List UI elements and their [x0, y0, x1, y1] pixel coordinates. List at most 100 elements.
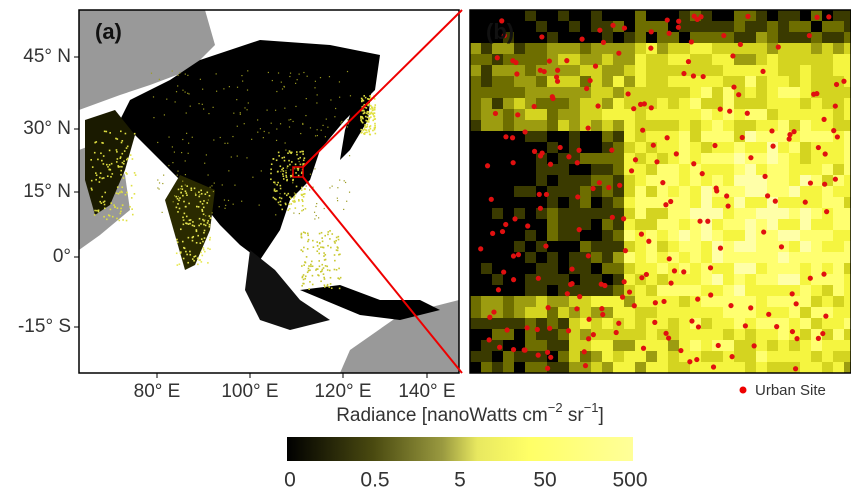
radiance-cell: [470, 153, 482, 165]
light-speck: [298, 200, 300, 202]
radiance-cell: [580, 197, 592, 209]
radiance-cell: [613, 373, 625, 385]
light-speck: [266, 109, 268, 111]
radiance-cell: [811, 208, 823, 220]
light-speck: [324, 253, 327, 256]
radiance-cell: [547, 21, 559, 33]
light-speck: [324, 258, 327, 261]
light-speck: [277, 72, 280, 74]
urban-site: [806, 32, 812, 39]
light-speck: [372, 129, 374, 132]
radiance-cell: [624, 219, 636, 231]
light-speck: [182, 194, 184, 197]
radiance-cell: [646, 54, 658, 66]
radiance-cell: [679, 307, 691, 319]
light-speck: [328, 286, 331, 288]
light-speck: [177, 203, 179, 205]
radiance-cell: [811, 318, 823, 330]
radiance-cell: [844, 21, 851, 33]
lat-tick-label: 45° N: [23, 46, 71, 67]
radiance-cell: [734, 142, 746, 154]
radiance-cell: [492, 274, 504, 286]
light-speck: [174, 101, 176, 103]
radiance-cell: [701, 373, 713, 385]
light-speck: [301, 199, 303, 201]
radiance-cell: [613, 10, 625, 22]
radiance-cell: [789, 241, 801, 253]
urban-site: [640, 127, 646, 133]
radiance-cell: [745, 252, 757, 264]
light-speck: [301, 186, 303, 189]
radiance-cell: [503, 153, 515, 165]
light-speck: [207, 262, 209, 264]
light-speck: [283, 192, 286, 195]
radiance-cell: [844, 65, 851, 77]
light-speck: [204, 224, 207, 227]
light-speck: [327, 244, 329, 247]
radiance-cell: [833, 307, 845, 319]
radiance-cell: [712, 142, 724, 154]
radiance-cell: [800, 241, 812, 253]
light-speck: [244, 107, 246, 109]
light-speck: [363, 95, 366, 97]
radiance-cell: [646, 76, 658, 88]
radiance-cell: [712, 153, 724, 165]
radiance-cell: [767, 164, 779, 176]
urban-site: [514, 71, 520, 77]
radiance-cell: [712, 21, 724, 33]
radiance-cell: [558, 263, 570, 275]
light-speck: [308, 265, 310, 267]
radiance-cell: [613, 219, 625, 231]
radiance-cell: [492, 373, 504, 385]
urban-site: [652, 300, 658, 306]
radiance-cell: [734, 274, 746, 286]
light-speck: [284, 107, 286, 109]
radiance-cell: [503, 10, 515, 22]
radiance-cell: [547, 252, 559, 264]
lat-tick-label: -15° S: [18, 316, 71, 337]
light-speck: [107, 166, 109, 168]
radiance-cell: [514, 32, 526, 44]
light-speck: [168, 136, 170, 138]
light-speck: [288, 203, 291, 205]
light-speck: [277, 151, 280, 154]
urban-site: [596, 180, 602, 186]
light-speck: [335, 239, 337, 242]
radiance-cell: [800, 285, 812, 297]
radiance-cell: [811, 65, 823, 77]
radiance-cell: [668, 340, 680, 352]
light-speck: [301, 265, 303, 267]
radiance-cell: [679, 54, 691, 66]
light-speck: [185, 215, 188, 218]
light-speck: [338, 287, 341, 290]
radiance-cell: [800, 120, 812, 132]
light-speck: [335, 236, 338, 239]
radiance-cell: [701, 153, 713, 165]
radiance-cell: [547, 32, 559, 44]
urban-site: [697, 218, 703, 224]
radiance-cell: [580, 142, 592, 154]
radiance-cell: [613, 65, 625, 77]
radiance-cell: [789, 131, 801, 143]
light-speck: [360, 128, 363, 131]
light-speck: [310, 260, 313, 263]
radiance-cell: [635, 164, 647, 176]
radiance-cell: [514, 175, 526, 187]
radiance-cell: [525, 373, 537, 385]
map-panel-a: (a): [79, 10, 459, 373]
light-speck: [223, 88, 225, 90]
light-speck: [290, 152, 292, 155]
urban-site: [770, 143, 776, 149]
radiance-cell: [470, 241, 482, 253]
radiance-cell: [492, 186, 504, 198]
radiance-cell: [811, 76, 823, 88]
light-speck: [228, 86, 230, 88]
light-speck: [224, 142, 226, 144]
radiance-cell: [514, 252, 526, 264]
light-speck: [301, 209, 303, 212]
radiance-cell: [624, 142, 636, 154]
light-speck: [316, 268, 319, 270]
radiance-cell: [569, 296, 581, 308]
radiance-cell: [536, 43, 548, 55]
radiance-cell: [690, 87, 702, 99]
